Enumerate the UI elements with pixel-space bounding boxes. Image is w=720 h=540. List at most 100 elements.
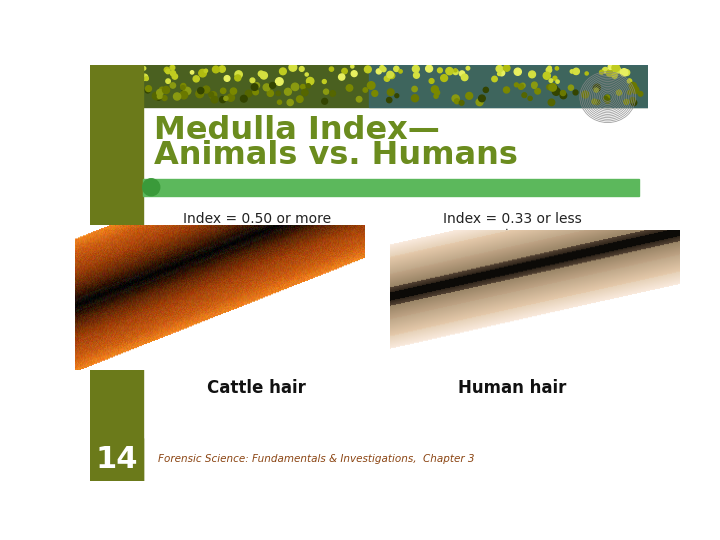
Circle shape (606, 70, 613, 77)
Circle shape (162, 96, 167, 100)
Circle shape (459, 71, 464, 76)
Circle shape (157, 90, 163, 96)
Circle shape (624, 70, 630, 76)
Circle shape (181, 86, 185, 90)
Circle shape (453, 70, 458, 75)
Circle shape (377, 69, 382, 74)
Bar (143, 179, 639, 195)
Circle shape (184, 87, 191, 94)
Circle shape (170, 71, 176, 76)
Circle shape (499, 70, 505, 76)
Circle shape (613, 66, 620, 73)
Circle shape (514, 68, 521, 75)
Circle shape (99, 98, 106, 104)
Circle shape (132, 75, 140, 82)
Circle shape (585, 72, 588, 75)
Circle shape (276, 91, 280, 96)
Circle shape (426, 65, 433, 72)
Circle shape (164, 68, 169, 72)
Circle shape (220, 88, 226, 93)
Circle shape (196, 90, 204, 98)
Circle shape (438, 68, 442, 73)
Circle shape (351, 65, 354, 68)
Circle shape (159, 87, 165, 92)
Circle shape (240, 96, 247, 102)
Circle shape (322, 98, 328, 104)
Circle shape (166, 69, 170, 73)
Circle shape (595, 100, 600, 105)
Circle shape (258, 71, 264, 77)
Circle shape (452, 95, 459, 102)
Circle shape (434, 90, 440, 95)
Circle shape (459, 100, 464, 105)
Circle shape (548, 99, 554, 106)
Circle shape (631, 100, 636, 106)
Circle shape (603, 96, 608, 100)
Circle shape (127, 76, 134, 83)
Circle shape (546, 68, 552, 73)
Circle shape (384, 76, 390, 82)
Circle shape (219, 66, 225, 72)
Circle shape (277, 100, 282, 104)
Circle shape (104, 68, 110, 73)
Circle shape (399, 70, 402, 73)
Circle shape (548, 66, 552, 70)
Circle shape (143, 179, 160, 195)
Circle shape (174, 93, 181, 100)
Circle shape (346, 85, 353, 91)
Circle shape (92, 85, 96, 89)
Bar (90, 65, 143, 481)
Circle shape (198, 87, 204, 94)
Circle shape (624, 99, 629, 104)
Circle shape (454, 69, 457, 72)
Circle shape (570, 70, 574, 73)
Circle shape (270, 83, 276, 89)
Circle shape (276, 78, 283, 85)
Circle shape (306, 84, 310, 88)
Circle shape (466, 92, 472, 99)
Circle shape (204, 69, 207, 72)
Circle shape (224, 76, 230, 82)
Circle shape (203, 86, 210, 93)
Circle shape (532, 84, 536, 89)
Circle shape (117, 87, 124, 93)
Circle shape (394, 66, 399, 71)
Circle shape (212, 66, 219, 73)
Circle shape (608, 65, 613, 70)
Circle shape (582, 91, 589, 98)
Circle shape (330, 91, 336, 96)
Circle shape (594, 88, 598, 92)
Circle shape (454, 99, 459, 104)
Bar (90, 65, 648, 107)
Circle shape (199, 69, 207, 77)
Circle shape (621, 69, 628, 76)
Circle shape (483, 87, 488, 92)
Circle shape (230, 88, 237, 94)
Circle shape (114, 80, 117, 83)
Circle shape (246, 90, 252, 97)
Circle shape (560, 92, 567, 99)
Circle shape (329, 67, 333, 71)
Circle shape (253, 89, 258, 94)
Circle shape (446, 68, 453, 75)
Circle shape (279, 68, 287, 75)
Circle shape (552, 87, 560, 96)
Circle shape (612, 64, 619, 71)
Circle shape (413, 65, 419, 72)
Circle shape (323, 89, 328, 94)
Text: Human hair: Human hair (458, 379, 567, 397)
Circle shape (518, 84, 523, 89)
Circle shape (546, 85, 552, 90)
Circle shape (413, 72, 419, 78)
Circle shape (302, 90, 308, 96)
Circle shape (300, 66, 304, 71)
Circle shape (479, 95, 485, 102)
Circle shape (224, 96, 228, 100)
Text: 14: 14 (95, 444, 138, 474)
Circle shape (267, 90, 274, 96)
Circle shape (592, 99, 597, 104)
Circle shape (235, 71, 242, 78)
Circle shape (209, 92, 214, 97)
Circle shape (573, 68, 580, 75)
Circle shape (260, 72, 267, 79)
